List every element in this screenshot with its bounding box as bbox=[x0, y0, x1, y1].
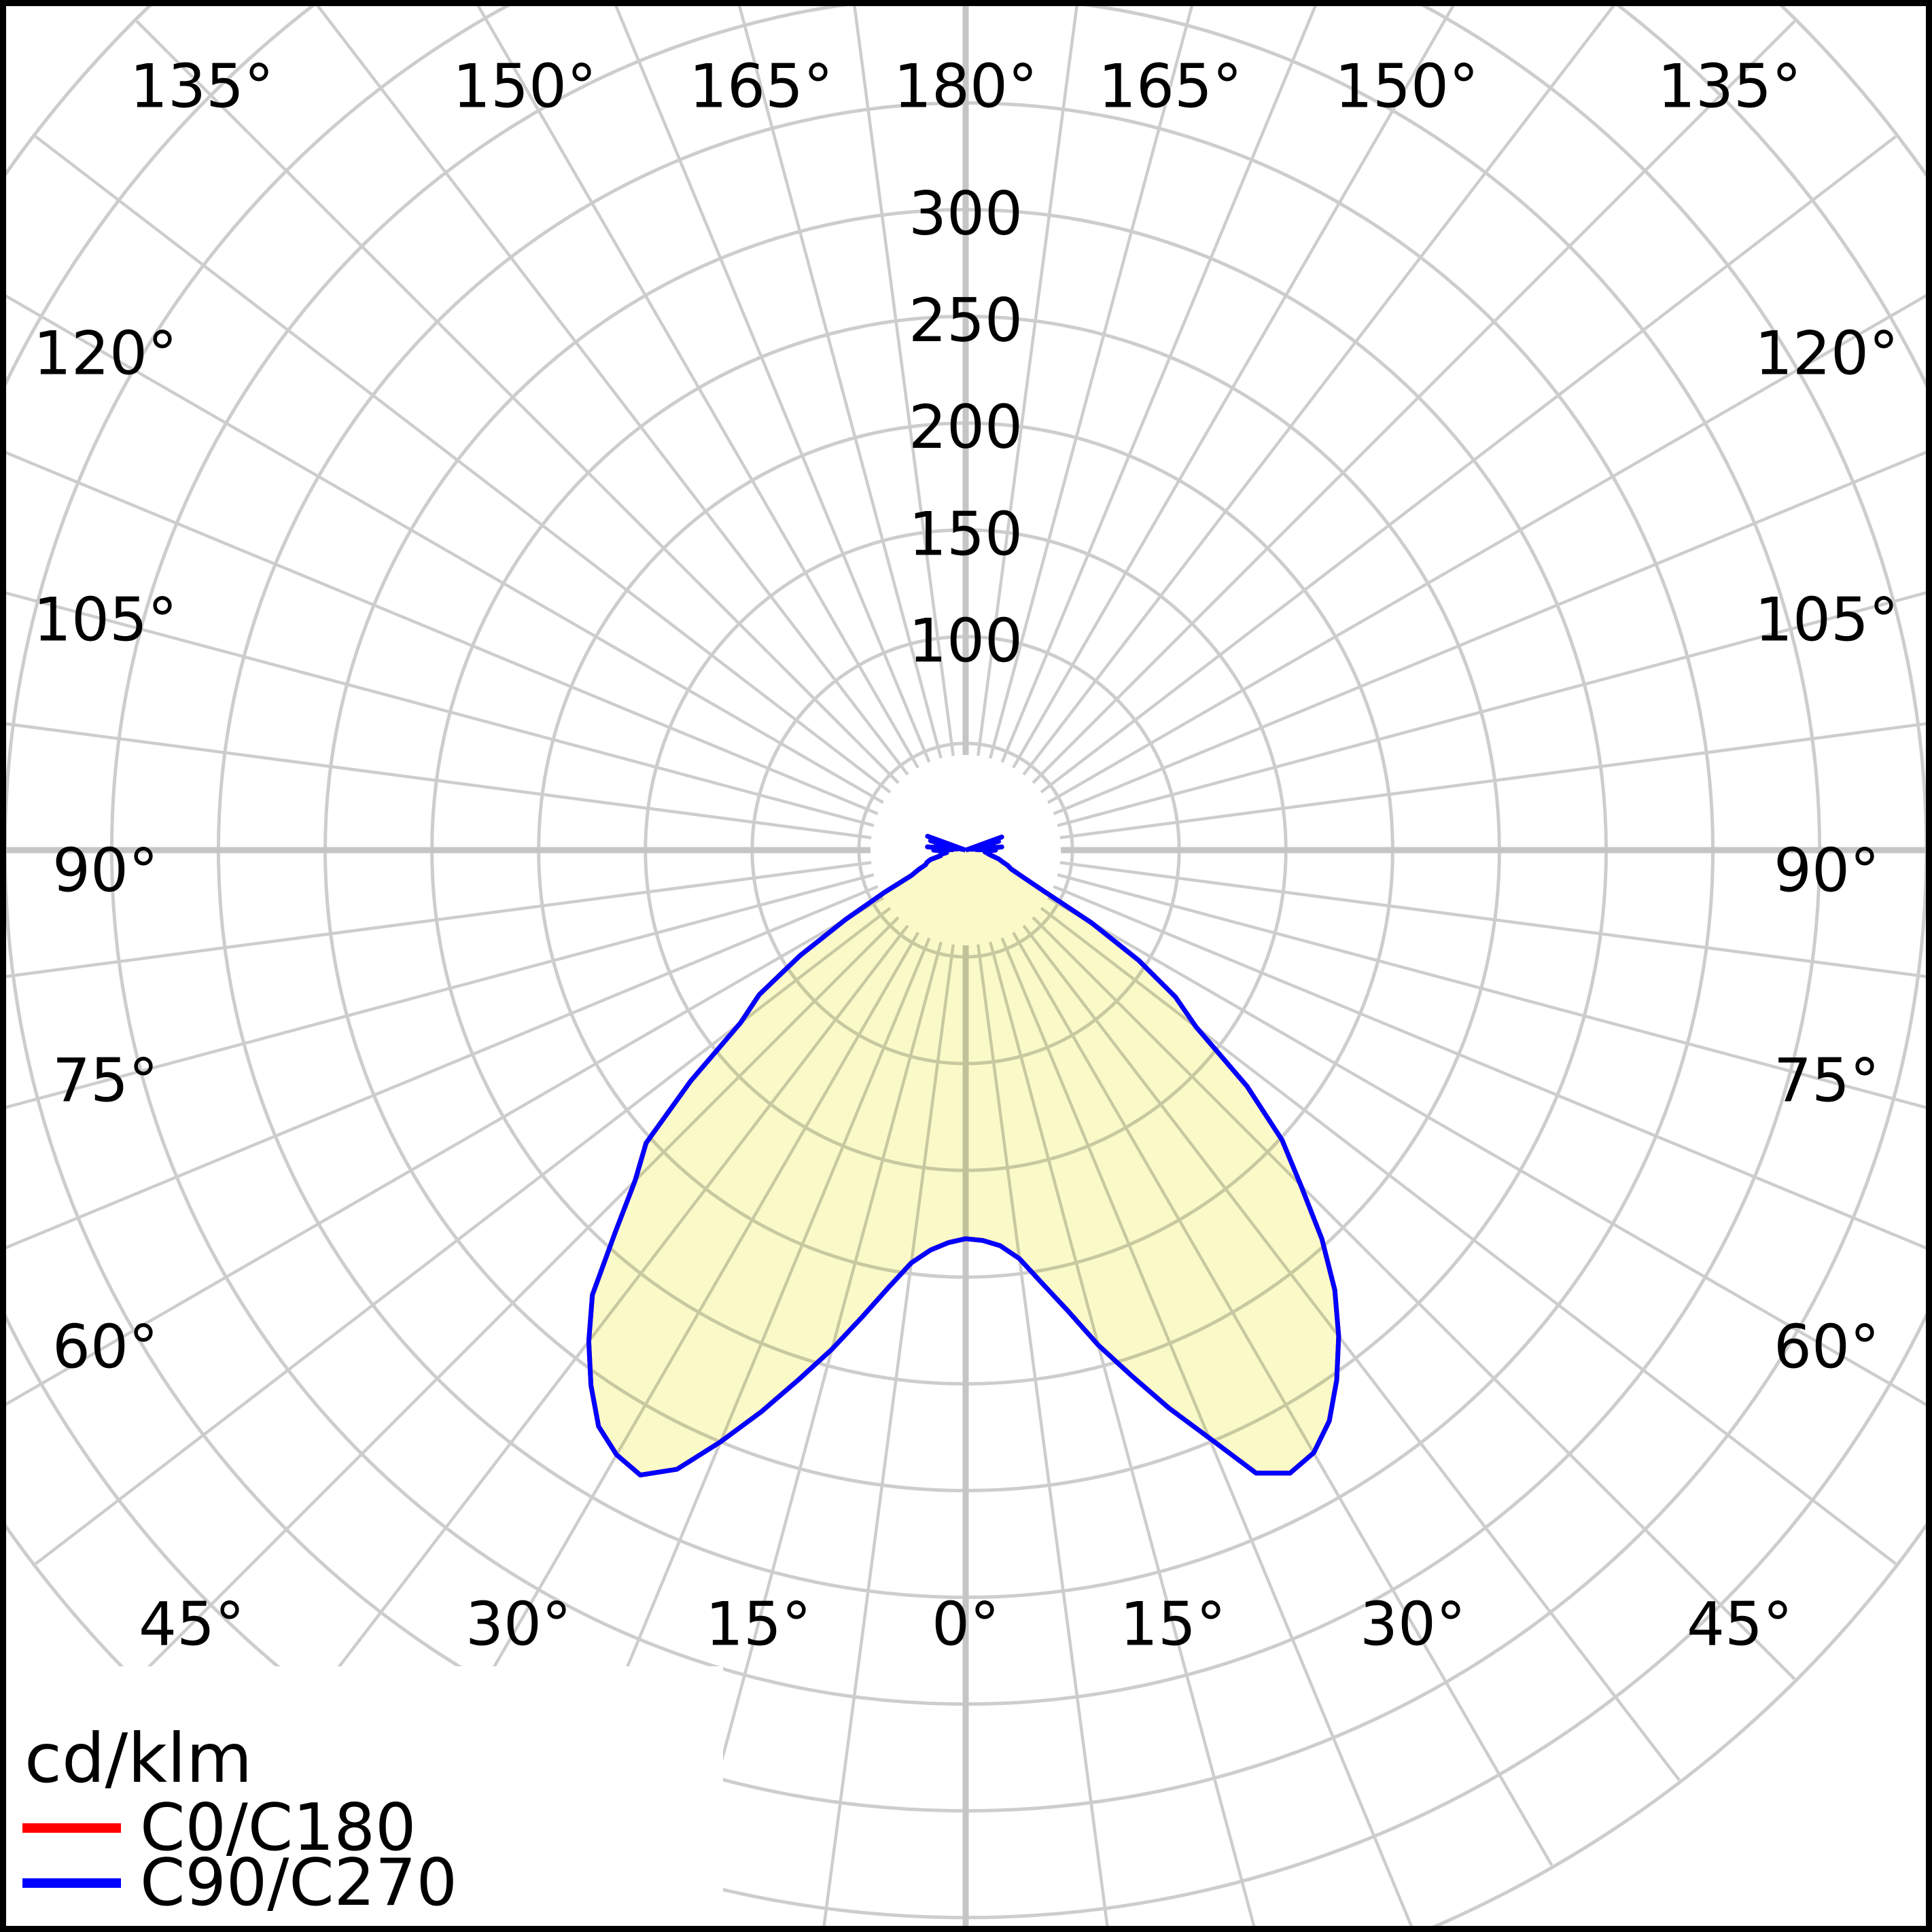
angle-labels: 0° 15° 15° 30° 30° 45° 45° 60° 60° 75° 75° 90° 90° 10… bbox=[33, 52, 1899, 1659]
angle-label-180-right: 180° bbox=[894, 52, 1038, 122]
legend-label-c0: C0/C180 bbox=[140, 1791, 416, 1865]
ring-value-labels: 100 150 200 250 300 bbox=[909, 179, 1023, 675]
grid-spoke-300 bbox=[0, 896, 884, 1410]
legend-label-c90: C90/C270 bbox=[140, 1846, 457, 1920]
angle-label-120-right: 120° bbox=[1755, 319, 1899, 389]
grid-spoke-225 bbox=[135, 20, 900, 784]
grid-spoke-82.5 bbox=[1059, 861, 1932, 979]
grid-spoke-142.5 bbox=[1022, 0, 1620, 776]
angle-label-75-left: 75° bbox=[52, 1046, 158, 1116]
grid-spoke-210 bbox=[473, 0, 919, 769]
grid-spoke-97.5 bbox=[1059, 721, 1932, 839]
grid-spoke-165 bbox=[989, 0, 1195, 759]
grid-spoke-157.5 bbox=[1000, 0, 1320, 763]
angle-label-105-left: 105° bbox=[33, 585, 177, 655]
angle-label-150-left: 150° bbox=[453, 52, 597, 122]
grid-spoke-150 bbox=[1012, 0, 1458, 769]
angle-label-30-left: 30° bbox=[466, 1589, 572, 1659]
ring-label-200: 200 bbox=[909, 392, 1023, 462]
angle-label-45-right: 45° bbox=[1687, 1589, 1793, 1659]
angle-label-60-left: 60° bbox=[52, 1312, 158, 1382]
grid-spoke-195 bbox=[736, 0, 943, 759]
grid-spoke-105 bbox=[1057, 589, 1932, 827]
ring-label-250: 250 bbox=[909, 285, 1023, 355]
grid-spoke-292.5 bbox=[0, 885, 879, 1252]
grid-spoke-202.5 bbox=[612, 0, 931, 763]
grid-spoke-232.5 bbox=[35, 135, 892, 794]
grid-spoke-240 bbox=[0, 290, 884, 804]
angle-label-45-left: 45° bbox=[139, 1589, 245, 1659]
curve-c90-c270 bbox=[586, 834, 1341, 1478]
legend-entry-c90: C90/C270 bbox=[22, 1846, 457, 1920]
angle-label-0-right: 0° bbox=[932, 1589, 1000, 1659]
angle-label-120-left: 120° bbox=[33, 319, 177, 389]
grid-spoke-135 bbox=[1032, 20, 1796, 784]
legend: cd/klm C0/C180 C90/C270 bbox=[22, 1719, 457, 1920]
grid-spoke-255 bbox=[0, 589, 875, 827]
angle-label-135-left: 135° bbox=[130, 52, 274, 122]
grid-spoke-172.5 bbox=[977, 0, 1079, 756]
angle-label-15-right: 15° bbox=[1120, 1589, 1226, 1659]
legend-entry-c0: C0/C180 bbox=[22, 1791, 416, 1865]
ring-label-300: 300 bbox=[909, 179, 1023, 249]
angle-label-105-right: 105° bbox=[1755, 585, 1899, 655]
grid-spoke-277.5 bbox=[0, 861, 872, 979]
grid-spoke-285 bbox=[0, 873, 875, 1111]
grid-spoke-217.5 bbox=[311, 0, 909, 776]
legend-background bbox=[6, 1666, 723, 1932]
grid-spoke-262.5 bbox=[0, 721, 872, 839]
angle-label-135-right: 135° bbox=[1657, 52, 1802, 122]
intensity-fill bbox=[589, 836, 1339, 1475]
angle-label-90-right: 90° bbox=[1774, 836, 1880, 906]
angle-label-150-right: 150° bbox=[1335, 52, 1479, 122]
legend-unit-label: cd/klm bbox=[24, 1719, 252, 1798]
grid-spoke-120 bbox=[1047, 290, 1932, 804]
ring-label-100: 100 bbox=[909, 605, 1023, 675]
angle-label-165-left: 165° bbox=[689, 52, 833, 122]
grid-spoke-112.5 bbox=[1053, 448, 1932, 815]
angle-label-90-left: 90° bbox=[52, 836, 158, 906]
angle-label-165-right: 165° bbox=[1098, 52, 1242, 122]
ring-label-150: 150 bbox=[909, 499, 1023, 569]
grid-spoke-75 bbox=[1057, 873, 1932, 1111]
grid-spoke-247.5 bbox=[0, 448, 879, 815]
angle-label-15-left: 15° bbox=[705, 1589, 811, 1659]
grid-spoke-60 bbox=[1047, 896, 1932, 1410]
grid-spoke-67.5 bbox=[1053, 885, 1932, 1252]
grid-spoke-187.5 bbox=[852, 0, 955, 756]
angle-label-30-right: 30° bbox=[1360, 1589, 1466, 1659]
angle-label-75-right: 75° bbox=[1774, 1046, 1880, 1116]
grid-spoke-127.5 bbox=[1040, 135, 1897, 794]
angle-label-60-right: 60° bbox=[1774, 1312, 1880, 1382]
